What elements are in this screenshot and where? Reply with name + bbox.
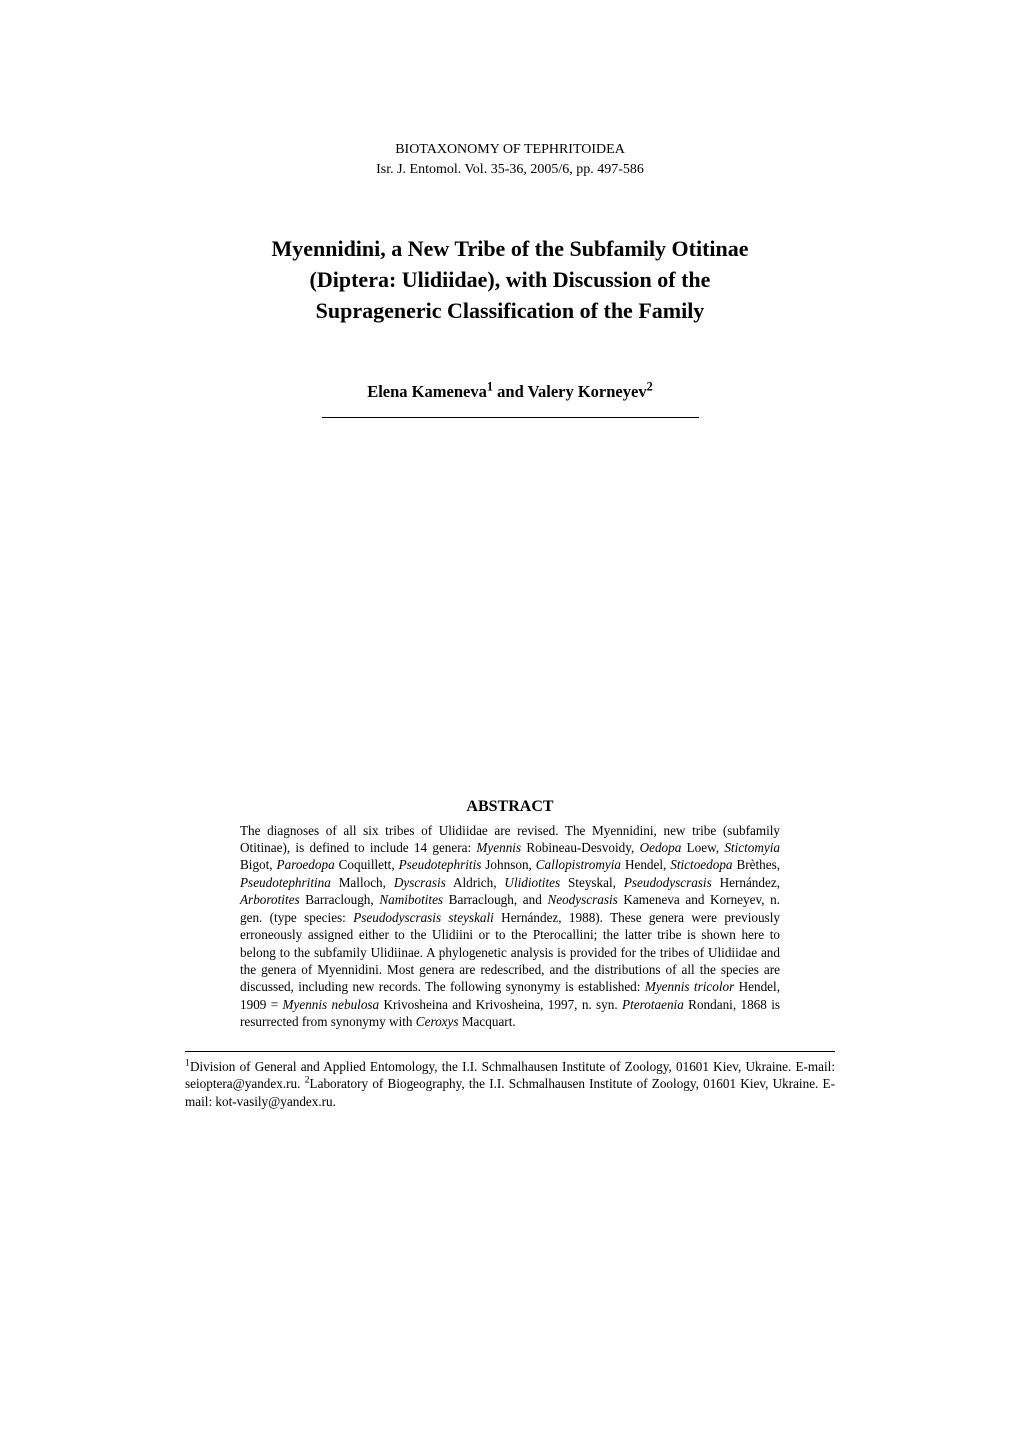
abstract-heading: ABSTRACT bbox=[185, 798, 835, 816]
vertical-spacer bbox=[185, 418, 835, 798]
author-2-name: Valery Korneyev bbox=[528, 382, 647, 401]
author-2-affil-marker: 2 bbox=[647, 379, 653, 393]
title-line-2: (Diptera: Ulidiidae), with Discussion of… bbox=[310, 267, 711, 292]
author-1-name: Elena Kameneva bbox=[367, 382, 487, 401]
journal-header: BIOTAXONOMY OF TEPHRITOIDEA Isr. J. Ento… bbox=[185, 140, 835, 179]
author-connector: and bbox=[493, 382, 528, 401]
author-affiliations-footnote: 1Division of General and Applied Entomol… bbox=[185, 1058, 835, 1111]
footnote-separator-rule bbox=[185, 1051, 835, 1052]
article-title: Myennidini, a New Tribe of the Subfamily… bbox=[185, 234, 835, 326]
title-line-1: Myennidini, a New Tribe of the Subfamily… bbox=[271, 236, 748, 261]
series-title: BIOTAXONOMY OF TEPHRITOIDEA bbox=[185, 140, 835, 160]
abstract-body: The diagnoses of all six tribes of Ulidi… bbox=[185, 822, 835, 1031]
title-line-3: Suprageneric Classification of the Famil… bbox=[316, 298, 705, 323]
authors-line: Elena Kameneva1 and Valery Korneyev2 bbox=[185, 382, 835, 402]
journal-citation: Isr. J. Entomol. Vol. 35-36, 2005/6, pp.… bbox=[185, 160, 835, 180]
